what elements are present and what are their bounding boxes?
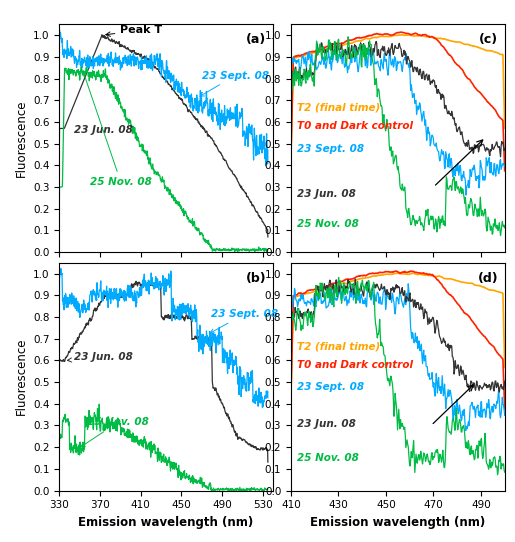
Text: T0 and Dark control: T0 and Dark control bbox=[297, 359, 414, 370]
Text: 23 Jun. 08: 23 Jun. 08 bbox=[67, 352, 133, 363]
Text: (d): (d) bbox=[478, 272, 499, 285]
Text: 23 Sept. 08: 23 Sept. 08 bbox=[200, 70, 269, 96]
Text: 23 Sept. 08: 23 Sept. 08 bbox=[210, 309, 278, 333]
X-axis label: Emission wavelength (nm): Emission wavelength (nm) bbox=[78, 516, 254, 529]
Y-axis label: Fluorescence: Fluorescence bbox=[14, 100, 27, 177]
Text: T2 (final time): T2 (final time) bbox=[297, 103, 381, 113]
Text: Peak T: Peak T bbox=[106, 25, 162, 36]
Text: 23 Jun. 08: 23 Jun. 08 bbox=[297, 189, 356, 199]
Text: 25 Nov. 08: 25 Nov. 08 bbox=[82, 70, 151, 187]
Text: (b): (b) bbox=[246, 272, 267, 285]
Text: 23 Sept. 08: 23 Sept. 08 bbox=[297, 144, 365, 154]
X-axis label: Emission wavelength (nm): Emission wavelength (nm) bbox=[310, 516, 486, 529]
Text: T0 and Dark control: T0 and Dark control bbox=[297, 121, 414, 131]
Y-axis label: Fluorescence: Fluorescence bbox=[14, 338, 27, 415]
Text: (a): (a) bbox=[246, 34, 267, 47]
Text: 23 Jun. 08: 23 Jun. 08 bbox=[75, 125, 133, 135]
Text: 23 Sept. 08: 23 Sept. 08 bbox=[297, 382, 365, 392]
Text: 25 Nov. 08: 25 Nov. 08 bbox=[297, 219, 359, 229]
Text: (c): (c) bbox=[479, 34, 499, 47]
Text: 25 Nov. 08: 25 Nov. 08 bbox=[297, 453, 359, 463]
Text: 25 Nov. 08: 25 Nov. 08 bbox=[81, 417, 149, 447]
Text: T2 (final time): T2 (final time) bbox=[297, 341, 381, 351]
Text: 23 Jun. 08: 23 Jun. 08 bbox=[297, 419, 356, 429]
